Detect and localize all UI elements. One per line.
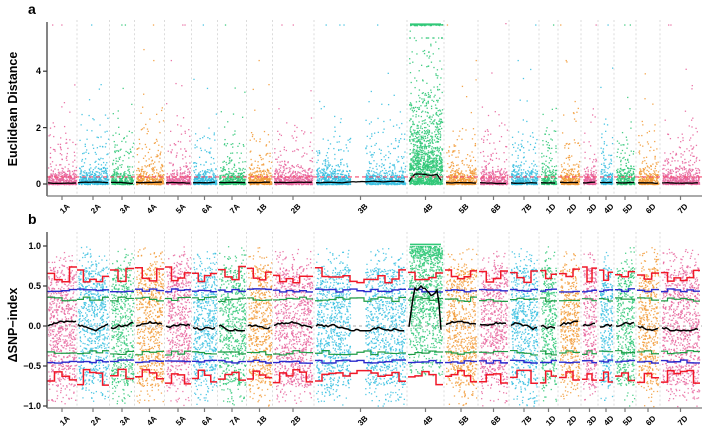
panel-b-letter: b bbox=[28, 211, 37, 227]
y-axis-tick-label: 0 bbox=[35, 179, 41, 189]
panel-a-letter: a bbox=[28, 1, 36, 17]
y-axis-tick-label: 0.5 bbox=[28, 281, 41, 291]
y-axis-tick-label: 4 bbox=[35, 66, 41, 77]
y-axis-tick-label: −0.5 bbox=[23, 361, 41, 371]
y-axis-tick-label: −1.0 bbox=[23, 401, 41, 411]
y-axis-tick-label: 0.0 bbox=[28, 321, 41, 331]
y-axis-tick-label: 1.0 bbox=[28, 241, 41, 251]
y-axis-tick-label: 2 bbox=[35, 122, 41, 133]
panel-a-y-axis-title: Euclidean Distance bbox=[6, 51, 20, 167]
